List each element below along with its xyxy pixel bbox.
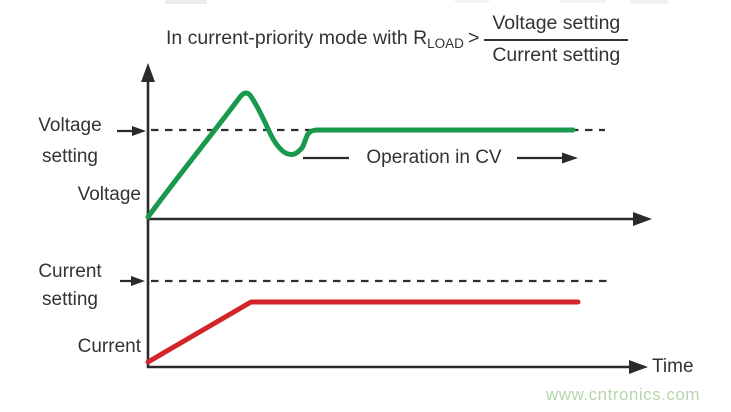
operation-in-cv-annotation: Operation in CV — [366, 147, 502, 168]
voltage-setting-label: Voltage setting — [38, 115, 102, 167]
current-setting-pointer-arrowhead-icon — [131, 276, 145, 286]
y-axis-arrowhead-icon — [141, 63, 155, 82]
title-subscript: LOAD — [427, 36, 464, 51]
time-axis-label: Time — [652, 356, 694, 377]
cropped-text-artifact — [165, 0, 207, 4]
fraction-numerator: Voltage setting — [484, 10, 629, 41]
voltage-x-axis-arrowhead-icon — [633, 212, 652, 226]
current-curve — [145, 299, 581, 365]
voltage-setting-pointer-arrowhead-icon — [132, 126, 146, 136]
current-axis-label: Current — [77, 336, 141, 357]
cropped-text-artifact — [455, 0, 489, 3]
time-x-axis-arrowhead-icon — [629, 360, 648, 374]
figure-title: In current-priority mode with R LOAD > Vo… — [166, 10, 629, 67]
voltage-axis-label: Voltage — [77, 184, 141, 205]
title-fraction: Voltage setting Current setting — [484, 10, 629, 67]
cv-annotation-arrowhead-icon — [562, 152, 578, 164]
voltage-curve — [145, 90, 576, 220]
fraction-denominator: Current setting — [492, 44, 621, 66]
watermark-text: www.cntronics.com — [546, 385, 700, 404]
current-setting-label: Current setting — [38, 261, 102, 310]
title-text: In current-priority mode with R — [166, 27, 428, 49]
greater-than-operator: > — [467, 27, 480, 49]
cropped-text-artifact — [560, 0, 606, 3]
cropped-text-artifact — [630, 0, 668, 4]
